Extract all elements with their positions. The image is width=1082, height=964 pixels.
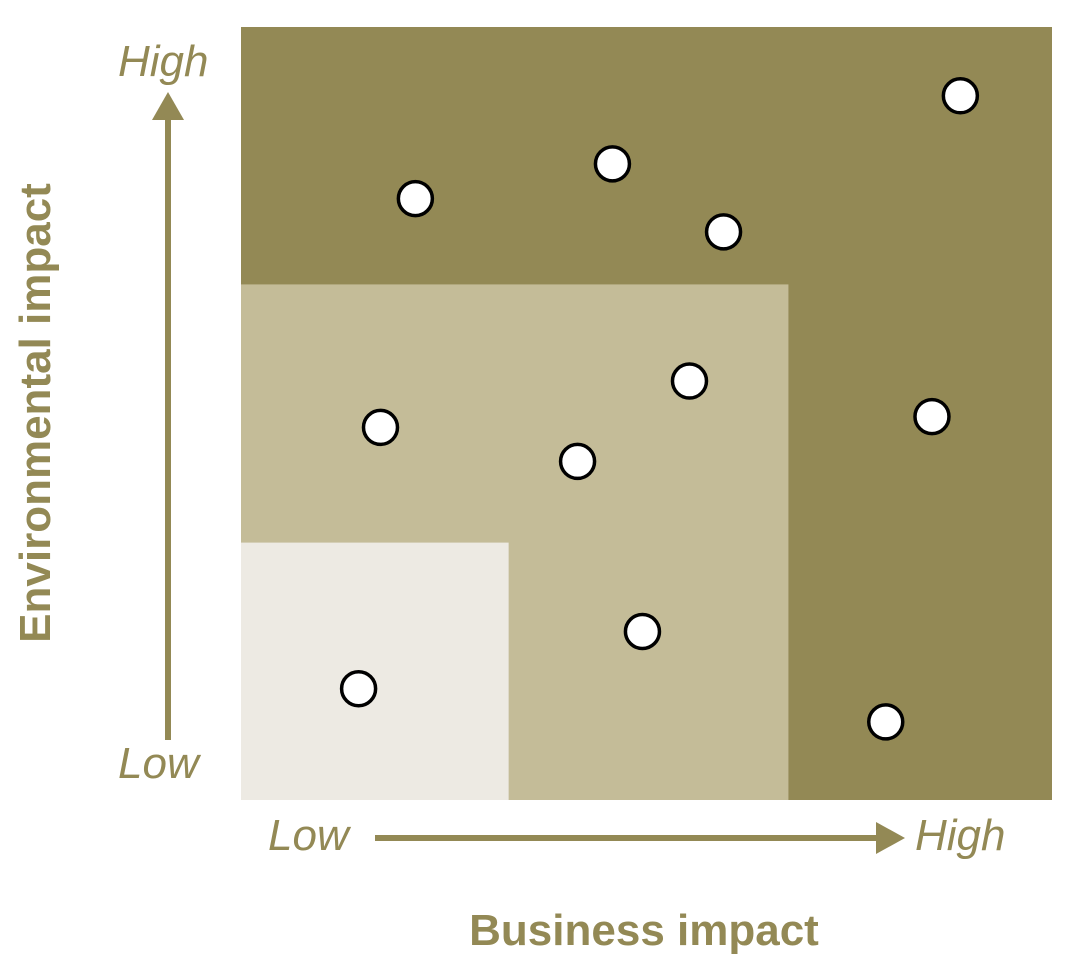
data-point-1	[396, 179, 435, 218]
y-axis-title: Environmental impact	[11, 183, 60, 643]
x-axis-high-label: High	[915, 811, 1006, 860]
y-axis-arrowhead	[152, 92, 184, 120]
impact-zone-3	[241, 542, 509, 800]
x-axis-arrowhead	[876, 822, 905, 854]
data-point-5	[361, 408, 400, 447]
data-point-6	[558, 442, 597, 481]
data-point-2	[593, 145, 632, 183]
x-axis-title: Business impact	[469, 906, 819, 955]
data-point-9	[339, 669, 378, 708]
data-point-8	[913, 397, 951, 436]
y-axis-high-label: High	[118, 37, 209, 86]
data-point-3	[704, 213, 743, 251]
data-point-10	[623, 612, 662, 651]
y-axis-low-label: Low	[118, 739, 202, 788]
x-axis-low-label: Low	[268, 811, 352, 860]
data-points	[339, 77, 980, 741]
data-point-7	[670, 362, 709, 400]
data-point-11	[866, 703, 905, 741]
data-point-4	[941, 77, 980, 115]
